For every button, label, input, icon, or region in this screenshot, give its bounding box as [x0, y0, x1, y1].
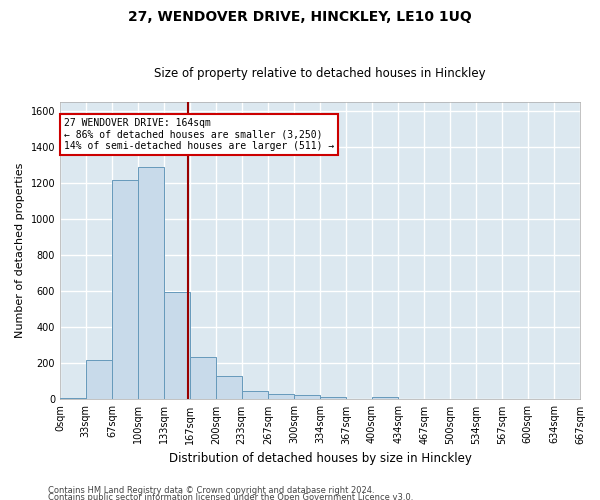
Bar — [268, 394, 294, 400]
Text: Contains public sector information licensed under the Open Government Licence v3: Contains public sector information licen… — [48, 494, 413, 500]
Bar — [294, 395, 320, 400]
Bar — [242, 392, 268, 400]
Y-axis label: Number of detached properties: Number of detached properties — [15, 163, 25, 338]
Text: 27, WENDOVER DRIVE, HINCKLEY, LE10 1UQ: 27, WENDOVER DRIVE, HINCKLEY, LE10 1UQ — [128, 10, 472, 24]
Bar — [86, 360, 112, 400]
Bar — [372, 396, 398, 400]
Text: 27 WENDOVER DRIVE: 164sqm
← 86% of detached houses are smaller (3,250)
14% of se: 27 WENDOVER DRIVE: 164sqm ← 86% of detac… — [64, 118, 334, 151]
Bar — [190, 357, 216, 400]
Bar — [60, 398, 86, 400]
Bar — [138, 166, 164, 400]
Bar — [164, 292, 190, 400]
Text: Contains HM Land Registry data © Crown copyright and database right 2024.: Contains HM Land Registry data © Crown c… — [48, 486, 374, 495]
X-axis label: Distribution of detached houses by size in Hinckley: Distribution of detached houses by size … — [169, 452, 472, 465]
Title: Size of property relative to detached houses in Hinckley: Size of property relative to detached ho… — [154, 66, 486, 80]
Bar — [320, 396, 346, 400]
Bar — [112, 180, 138, 400]
Bar — [216, 376, 242, 400]
